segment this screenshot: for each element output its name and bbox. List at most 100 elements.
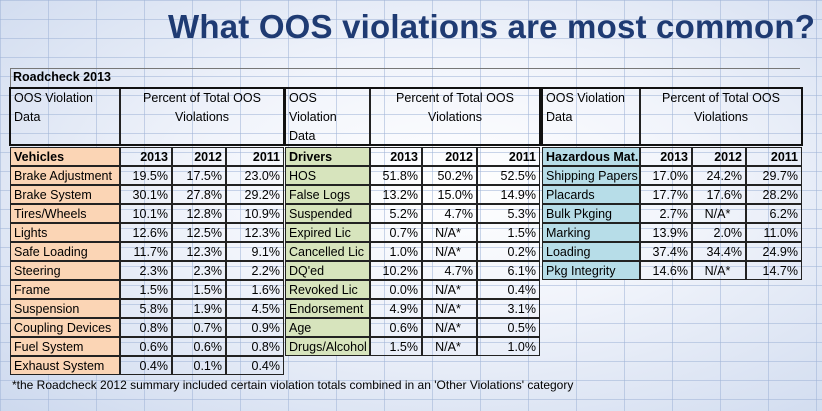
value-cell: N/A* <box>422 223 477 242</box>
value-cell: 10.1% <box>120 204 172 223</box>
value-cell: 0.8% <box>226 337 284 356</box>
row-label: Shipping Papers <box>542 166 640 185</box>
row-label: Age <box>285 318 370 337</box>
value-cell: 2.2% <box>226 261 284 280</box>
value-cell: N/A* <box>422 280 477 299</box>
value-cell: 12.6% <box>120 223 172 242</box>
value-cell: N/A* <box>422 318 477 337</box>
row-label: Steering <box>10 261 120 280</box>
header-right-line: Violations <box>694 110 748 124</box>
row-label: Loading <box>542 242 640 261</box>
year-header: 2011 <box>226 147 284 166</box>
group-hazmat-header-right: Percent of Total OOS Violations <box>640 88 802 145</box>
value-cell: 2.7% <box>640 204 692 223</box>
value-cell: 0.9% <box>226 318 284 337</box>
value-cell: 1.9% <box>172 299 226 318</box>
slide-title: What OOS violations are most common? <box>168 8 816 45</box>
row-label: Tires/Wheels <box>10 204 120 223</box>
value-cell: N/A* <box>692 261 746 280</box>
header-right-line: Percent of Total OOS <box>662 91 780 105</box>
row-label: Suspended <box>285 204 370 223</box>
value-cell: 15.0% <box>422 185 477 204</box>
value-cell: 1.5% <box>477 223 540 242</box>
value-cell: 4.9% <box>370 299 422 318</box>
year-header: 2011 <box>746 147 802 166</box>
value-cell: N/A* <box>422 242 477 261</box>
group-drivers-header-left: OOS Violation Data <box>285 88 370 145</box>
value-cell: 10.9% <box>226 204 284 223</box>
value-cell: 2.0% <box>692 223 746 242</box>
value-cell: 11.7% <box>120 242 172 261</box>
year-header: 2013 <box>370 147 422 166</box>
value-cell: 4.7% <box>422 261 477 280</box>
value-cell: 17.6% <box>692 185 746 204</box>
footnote: *the Roadcheck 2012 summary included cer… <box>12 378 574 392</box>
row-label: Placards <box>542 185 640 204</box>
row-label: DQ'ed <box>285 261 370 280</box>
value-cell: 1.5% <box>172 280 226 299</box>
group-vehicles-header-left: OOS Violation Data <box>10 88 120 145</box>
value-cell: 0.5% <box>477 318 540 337</box>
row-label: Brake Adjustment <box>10 166 120 185</box>
value-cell: 0.7% <box>370 223 422 242</box>
row-label: Expired Lic <box>285 223 370 242</box>
row-label: Fuel System <box>10 337 120 356</box>
value-cell: N/A* <box>422 299 477 318</box>
value-cell: 0.4% <box>120 356 172 375</box>
year-header: 2011 <box>477 147 540 166</box>
value-cell: 17.0% <box>640 166 692 185</box>
row-label: Safe Loading <box>10 242 120 261</box>
value-cell: 0.2% <box>477 242 540 261</box>
header-right-line: Percent of Total OOS <box>396 91 514 105</box>
value-cell: 28.2% <box>746 185 802 204</box>
value-cell: 10.2% <box>370 261 422 280</box>
value-cell: 17.7% <box>640 185 692 204</box>
value-cell: 13.9% <box>640 223 692 242</box>
group-drivers-header-right: Percent of Total OOS Violations <box>370 88 540 145</box>
value-cell: 2.3% <box>172 261 226 280</box>
value-cell: 12.8% <box>172 204 226 223</box>
value-cell: 34.4% <box>692 242 746 261</box>
value-cell: 0.8% <box>120 318 172 337</box>
value-cell: 37.4% <box>640 242 692 261</box>
year-header: 2012 <box>172 147 226 166</box>
value-cell: 4.7% <box>422 204 477 223</box>
row-label: Lights <box>10 223 120 242</box>
value-cell: 24.9% <box>746 242 802 261</box>
group-hazmat-category-label: Hazardous Mat. <box>542 147 640 166</box>
value-cell: 0.4% <box>477 280 540 299</box>
header-left-line: OOS Violation <box>14 91 93 105</box>
row-label: Brake System <box>10 185 120 204</box>
group-hazmat-header-left: OOS Violation Data <box>542 88 640 145</box>
value-cell: 27.8% <box>172 185 226 204</box>
value-cell: 51.8% <box>370 166 422 185</box>
value-cell: 24.2% <box>692 166 746 185</box>
value-cell: 6.2% <box>746 204 802 223</box>
row-label: Revoked Lic <box>285 280 370 299</box>
value-cell: 29.7% <box>746 166 802 185</box>
group-drivers-category-label: Drivers <box>285 147 370 166</box>
value-cell: 3.1% <box>477 299 540 318</box>
row-label: Bulk Pkging <box>542 204 640 223</box>
value-cell: 1.5% <box>370 337 422 356</box>
value-cell: 23.0% <box>226 166 284 185</box>
header-right-line: Violations <box>175 110 229 124</box>
header-left-line: Data <box>289 129 316 143</box>
value-cell: 5.8% <box>120 299 172 318</box>
value-cell: 30.1% <box>120 185 172 204</box>
row-label: Drugs/Alcohol <box>285 337 370 356</box>
value-cell: 13.2% <box>370 185 422 204</box>
value-cell: 5.3% <box>477 204 540 223</box>
value-cell: 1.6% <box>226 280 284 299</box>
value-cell: 0.1% <box>172 356 226 375</box>
header-left-line: Data <box>14 110 41 124</box>
row-label: Pkg Integrity <box>542 261 640 280</box>
header-left-line: Violation <box>289 110 337 124</box>
table-caption: Roadcheck 2013 <box>13 70 111 84</box>
value-cell: 1.0% <box>477 337 540 356</box>
value-cell: 6.1% <box>477 261 540 280</box>
value-cell: 0.6% <box>172 337 226 356</box>
value-cell: 29.2% <box>226 185 284 204</box>
row-label: Marking <box>542 223 640 242</box>
row-label: Exhaust System <box>10 356 120 375</box>
